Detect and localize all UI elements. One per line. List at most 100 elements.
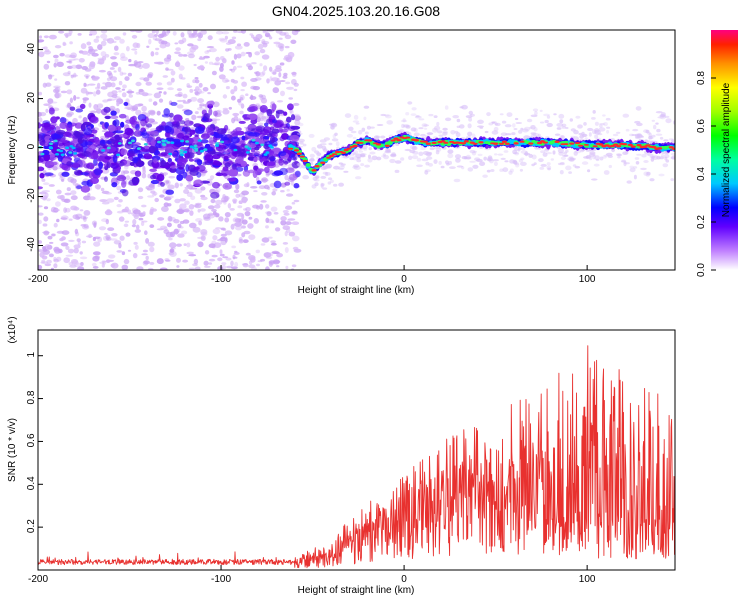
spectrogram-ridge-halo xyxy=(497,153,504,156)
spectrogram-ridge-halo xyxy=(635,106,642,111)
spectrogram-ridge-halo xyxy=(598,127,606,132)
spectrogram-noise-speckle xyxy=(231,95,236,101)
spectrogram-noise-speckle xyxy=(174,51,181,55)
colorbar-label: Normalized spectral amplitude xyxy=(721,82,732,217)
spectrogram-noise-speckle xyxy=(243,42,250,47)
spectrogram-noise-speckle xyxy=(254,51,260,56)
spectrogram-noise-core xyxy=(180,139,185,143)
spectrogram-noise-core xyxy=(101,149,106,152)
spectrogram-ridge-halo xyxy=(314,179,320,182)
spectrogram-noise-speckle xyxy=(282,75,288,79)
spectrogram-noise-speckle xyxy=(198,91,205,94)
spectrogram-ridge-halo xyxy=(581,131,585,136)
spectrogram-noise-speckle xyxy=(59,52,65,57)
spectrogram-ridge-halo xyxy=(598,123,606,126)
spectrogram-noise-speckle xyxy=(238,237,243,242)
spectrogram-noise-speckle xyxy=(158,91,162,94)
spectrogram-ridge-halo xyxy=(631,134,637,136)
spectrogram-noise-speckle xyxy=(43,103,50,106)
spectrogram-x-tick-label: -200 xyxy=(28,274,48,285)
spectrogram-noise-blob xyxy=(110,162,120,169)
spectrogram-noise-blob xyxy=(231,136,240,144)
spectrogram-noise-speckle xyxy=(113,70,117,73)
spectrogram-noise-speckle xyxy=(270,240,276,244)
spectrogram-noise-speckle xyxy=(262,30,267,34)
spectrogram-noise-speckle xyxy=(279,80,286,82)
spectrogram-noise-speckle xyxy=(222,58,227,64)
spectrogram-ridge-halo xyxy=(483,156,488,161)
spectrogram-noise-blob xyxy=(76,147,84,154)
spectrogram-noise-speckle xyxy=(220,227,226,230)
spectrogram-ridge-core xyxy=(645,144,651,147)
spectrogram-ridge-halo xyxy=(414,115,422,119)
spectrogram-ridge-green xyxy=(305,163,311,167)
spectrogram-noise-speckle xyxy=(81,240,87,244)
spectrogram-noise-speckle xyxy=(53,222,58,228)
spectrogram-noise-blob xyxy=(90,177,99,184)
spectrogram-noise-speckle xyxy=(135,224,140,230)
spectrogram-noise-blob xyxy=(293,183,300,189)
spectrogram-noise-speckle xyxy=(169,231,175,238)
spectrogram-noise-speckle xyxy=(293,82,299,87)
spectrogram-noise-speckle xyxy=(48,74,53,80)
spectrogram-ridge-halo xyxy=(648,135,653,140)
spectrogram-noise-core xyxy=(180,153,185,157)
spectrogram-noise-speckle xyxy=(200,196,208,201)
spectrogram-noise-speckle xyxy=(111,94,118,98)
spectrogram-noise-speckle xyxy=(208,262,213,265)
spectrogram-noise-speckle xyxy=(203,265,211,268)
spectrogram-noise-blob xyxy=(235,130,245,136)
spectrogram-ridge-core xyxy=(671,147,675,150)
spectrogram-noise-speckle xyxy=(195,218,203,222)
spectrogram-ridge-halo xyxy=(563,154,568,157)
spectrogram-ridge-halo xyxy=(334,132,338,136)
spectrogram-noise-blob xyxy=(129,162,135,166)
spectrogram-noise-blob xyxy=(240,160,247,167)
spectrogram-ridge-halo xyxy=(416,164,423,168)
spectrogram-ridge-halo xyxy=(404,148,412,152)
spectrogram-ridge-halo xyxy=(442,131,448,134)
spectrogram-noise-speckle xyxy=(131,224,136,228)
spectrogram-noise-speckle xyxy=(109,67,115,70)
spectrogram-ridge-halo xyxy=(593,163,600,167)
spectrogram-ridge-halo xyxy=(428,163,433,167)
spectrogram-noise-blob xyxy=(161,114,170,118)
spectrogram-noise-speckle xyxy=(119,38,125,44)
spectrogram-noise-speckle xyxy=(203,260,209,266)
spectrogram-ridge-halo xyxy=(321,145,327,150)
spectrogram-ridge-halo xyxy=(346,133,353,138)
spectrogram-ridge-core xyxy=(320,161,326,164)
spectrogram-ridge-halo xyxy=(572,136,579,141)
spectrogram-noise-blob xyxy=(44,172,54,176)
spectrogram-ridge-halo xyxy=(603,170,610,175)
spectrogram-ridge-halo xyxy=(520,161,527,166)
spectrogram-noise-speckle xyxy=(53,62,57,68)
spectrogram-noise-speckle xyxy=(293,115,302,121)
spectrogram-noise-speckle xyxy=(187,53,195,59)
spectrogram-noise-speckle xyxy=(145,238,150,244)
spectrogram-noise-speckle xyxy=(57,195,63,200)
spectrogram-noise-speckle xyxy=(77,266,85,270)
spectrogram-noise-speckle xyxy=(93,222,97,228)
spectrogram-ridge-halo xyxy=(645,129,650,134)
spectrogram-noise-speckle xyxy=(48,34,57,40)
spectrogram-noise-speckle xyxy=(169,248,175,253)
spectrogram-ridge-green xyxy=(387,140,393,145)
spectrogram-noise-blob xyxy=(145,123,153,128)
spectrogram-ridge-halo xyxy=(486,169,491,173)
spectrogram-noise-speckle xyxy=(53,85,61,89)
spectrogram-noise-speckle xyxy=(194,77,199,80)
spectrogram-noise-speckle xyxy=(188,183,192,189)
spectrogram-noise-core xyxy=(244,145,249,148)
spectrogram-noise-speckle xyxy=(141,105,147,112)
spectrogram-noise-speckle xyxy=(235,225,242,231)
spectrogram-noise-blob xyxy=(204,154,214,162)
spectrogram-noise-speckle xyxy=(233,53,238,60)
spectrogram-noise-blob xyxy=(203,112,210,120)
spectrogram-noise-speckle xyxy=(188,254,197,257)
spectrogram-ridge-halo xyxy=(461,104,468,110)
spectrogram-ridge-halo xyxy=(308,158,315,162)
spectrogram-noise-blob xyxy=(140,118,147,127)
spectrogram-noise-speckle xyxy=(264,32,271,37)
